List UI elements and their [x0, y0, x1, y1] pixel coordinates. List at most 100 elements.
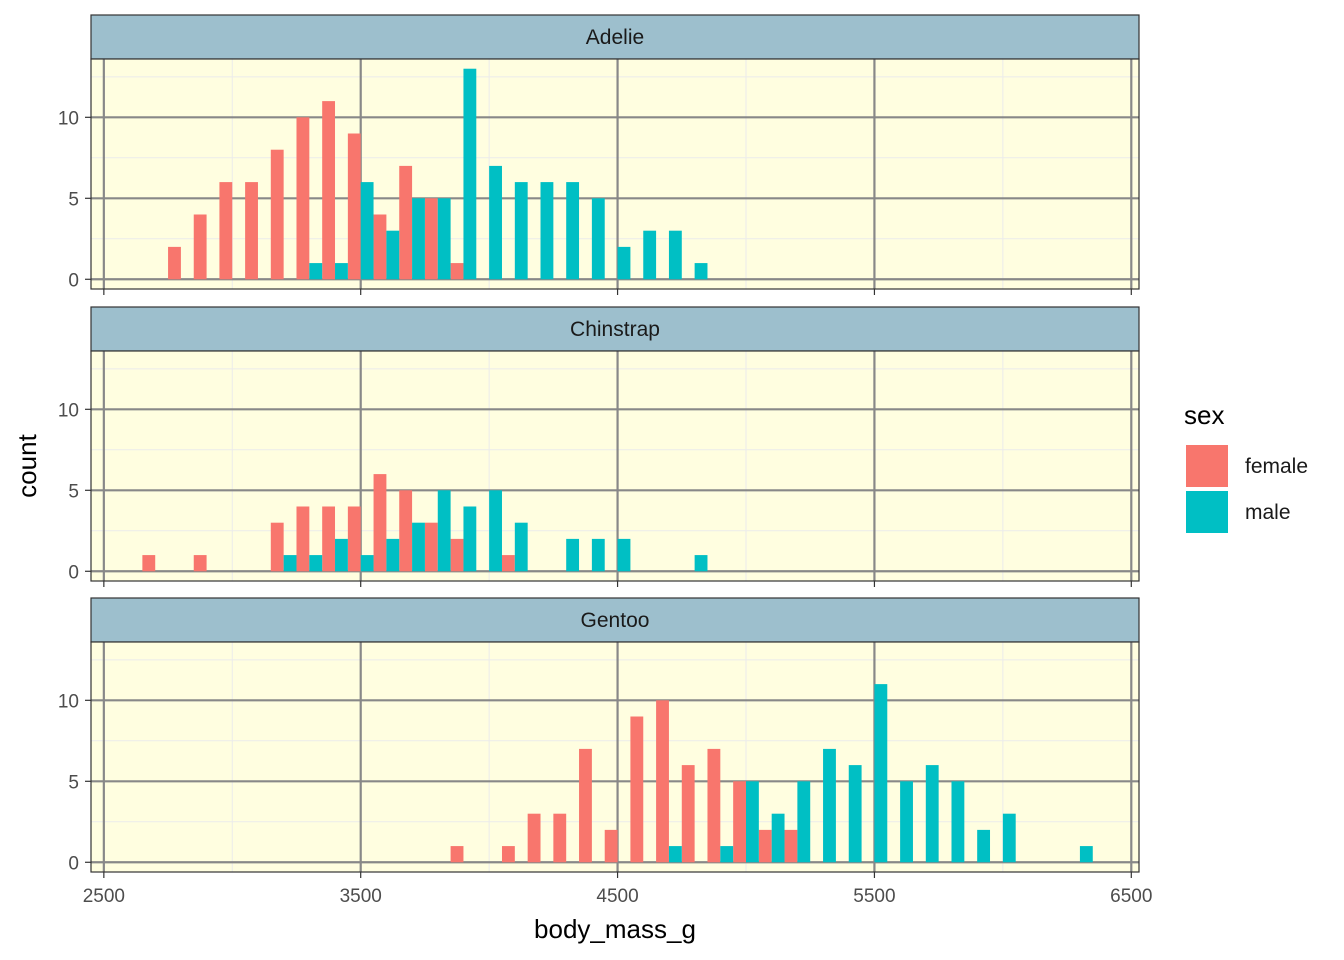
bar-female-2800 — [168, 247, 181, 279]
bar-female-3900 — [451, 263, 464, 279]
bar-female-4300 — [553, 814, 566, 863]
facet-strip-label: Gentoo — [581, 609, 650, 632]
bar-male-5600 — [900, 781, 913, 862]
legend-key-male — [1186, 491, 1228, 533]
bar-male-4100 — [515, 523, 528, 572]
bar-male-5400 — [849, 765, 862, 862]
bar-male-3800 — [438, 198, 451, 279]
bar-male-3600 — [386, 539, 399, 571]
bar-male-5800 — [951, 781, 964, 862]
bar-male-5100 — [772, 814, 785, 863]
bar-male-6000 — [1003, 814, 1016, 863]
bar-male-3900 — [463, 506, 476, 571]
y-tick-label: 10 — [58, 108, 79, 129]
bar-male-4500 — [618, 539, 631, 571]
bar-male-3700 — [412, 198, 425, 279]
bar-female-3400 — [322, 506, 335, 571]
bar-female-3100 — [245, 182, 258, 279]
y-tick-label: 5 — [68, 481, 79, 502]
bar-female-5200 — [785, 830, 798, 862]
y-tick-label: 10 — [58, 400, 79, 421]
bar-female-3900 — [451, 539, 464, 571]
bar-male-3700 — [412, 523, 425, 572]
legend-title: sex — [1184, 400, 1224, 430]
bar-male-5700 — [926, 765, 939, 862]
x-tick-label: 4500 — [596, 886, 638, 907]
bar-male-4300 — [566, 182, 579, 279]
facet-strip-label: Chinstrap — [570, 318, 660, 341]
bar-female-4400 — [579, 749, 592, 862]
bar-male-4700 — [669, 231, 682, 280]
bar-female-4100 — [502, 555, 515, 571]
bar-female-4600 — [630, 717, 643, 863]
bar-male-3400 — [335, 263, 348, 279]
bar-female-3800 — [425, 523, 438, 572]
y-tick-label: 10 — [58, 691, 79, 712]
bar-male-5000 — [746, 781, 759, 862]
bar-female-2900 — [194, 214, 207, 279]
y-tick-label: 0 — [68, 853, 79, 874]
bar-female-2700 — [142, 555, 155, 571]
bar-male-5900 — [977, 830, 990, 862]
bar-male-3500 — [361, 555, 374, 571]
y-axis-title: count — [12, 433, 42, 497]
facet-chinstrap: Chinstrap 0 5 10 — [58, 307, 1139, 587]
bar-male-3300 — [309, 555, 322, 571]
bar-male-4900 — [720, 846, 733, 862]
legend-key-female — [1186, 445, 1228, 487]
bar-female-3700 — [399, 490, 412, 571]
y-tick-label: 0 — [68, 562, 79, 583]
y-tick-label: 5 — [68, 189, 79, 210]
panel-background — [91, 351, 1139, 581]
bar-male-4100 — [515, 182, 528, 279]
x-tick-label: 3500 — [340, 886, 382, 907]
bar-female-4200 — [528, 814, 541, 863]
bar-female-4900 — [707, 749, 720, 862]
bar-male-4800 — [695, 263, 708, 279]
bar-female-4500 — [605, 830, 618, 862]
legend: sex female male — [1184, 400, 1308, 533]
bar-female-3800 — [425, 198, 438, 279]
bar-female-3200 — [271, 150, 284, 280]
bar-female-3600 — [374, 214, 387, 279]
bar-male-5300 — [823, 749, 836, 862]
bar-male-4800 — [695, 555, 708, 571]
bar-female-3200 — [271, 523, 284, 572]
bar-male-6300 — [1080, 846, 1093, 862]
legend-label-male: male — [1245, 501, 1291, 524]
bar-male-4500 — [618, 247, 631, 279]
bar-male-5500 — [874, 684, 887, 862]
bar-male-3600 — [386, 231, 399, 280]
x-axis-title: body_mass_g — [534, 914, 696, 944]
bar-female-4800 — [682, 765, 695, 862]
bar-male-4700 — [669, 846, 682, 862]
bar-female-2900 — [194, 555, 207, 571]
facet-adelie: Adelie 0 5 10 — [58, 15, 1139, 295]
bar-male-3500 — [361, 182, 374, 279]
bar-female-3700 — [399, 166, 412, 279]
bar-female-3600 — [374, 474, 387, 571]
bar-male-3200 — [284, 555, 297, 571]
bar-male-4400 — [592, 198, 605, 279]
bar-female-4100 — [502, 846, 515, 862]
x-axis: 2500 3500 4500 5500 6500 — [83, 886, 1153, 907]
bar-male-4000 — [489, 490, 502, 571]
bar-female-3400 — [322, 101, 335, 279]
legend-label-female: female — [1245, 455, 1308, 478]
bar-female-3500 — [348, 134, 361, 280]
y-tick-label: 0 — [68, 270, 79, 291]
bar-male-3400 — [335, 539, 348, 571]
x-tick-label: 5500 — [853, 886, 895, 907]
bar-female-3000 — [219, 182, 232, 279]
bar-male-5200 — [797, 781, 810, 862]
bar-male-3300 — [309, 263, 322, 279]
x-tick-label: 2500 — [83, 886, 125, 907]
bar-male-4300 — [566, 539, 579, 571]
bar-male-3900 — [463, 69, 476, 280]
bar-female-3500 — [348, 506, 361, 571]
bar-female-5100 — [759, 830, 772, 862]
facet-panels: Adelie 0 5 10 Chinstrap 0 5 10 Gentoo 0 5 10 — [58, 15, 1139, 878]
y-tick-label: 5 — [68, 772, 79, 793]
bar-male-4600 — [643, 231, 656, 280]
